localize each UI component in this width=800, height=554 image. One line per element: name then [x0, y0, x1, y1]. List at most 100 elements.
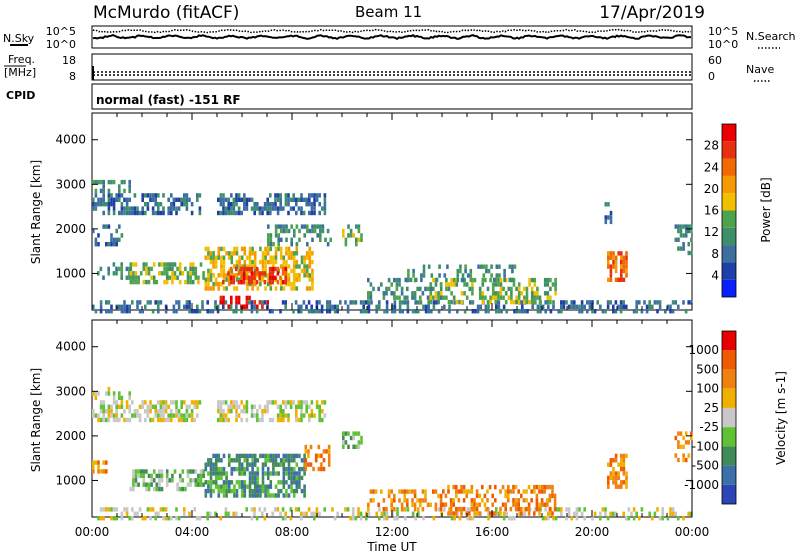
- data-cell: [604, 309, 607, 314]
- data-cell: [541, 516, 545, 521]
- data-cell: [198, 516, 202, 521]
- data-cell: [489, 295, 492, 300]
- data-cell: [523, 309, 527, 314]
- data-cell: [465, 295, 469, 300]
- data-cell: [102, 460, 105, 465]
- data-cell: [292, 281, 296, 287]
- data-cell: [212, 286, 215, 291]
- colorbar-tick-label: 500: [696, 362, 719, 376]
- data-cell: [246, 286, 249, 291]
- data-cell: [158, 262, 161, 267]
- data-cell: [253, 458, 257, 463]
- data-cell: [622, 458, 626, 463]
- data-cell: [232, 511, 235, 516]
- data-cell: [137, 473, 140, 479]
- data-cell: [217, 484, 221, 489]
- data-cell: [258, 300, 262, 305]
- data-cell: [162, 193, 165, 198]
- data-cell: [315, 197, 319, 202]
- data-cell: [414, 277, 418, 283]
- data-cell: [230, 251, 234, 256]
- data-cell: [292, 193, 295, 198]
- data-cell: [305, 264, 309, 269]
- data-cell: [625, 480, 628, 485]
- data-cell: [136, 511, 139, 516]
- data-cell: [222, 488, 226, 494]
- data-cell: [687, 242, 691, 247]
- data-cell: [266, 210, 269, 216]
- y-tick-label: 4000: [55, 340, 86, 354]
- data-cell: [355, 444, 358, 449]
- data-cell: [445, 277, 448, 283]
- data-cell: [525, 299, 529, 305]
- data-cell: [502, 516, 506, 521]
- data-cell: [207, 484, 210, 489]
- data-cell: [165, 279, 169, 285]
- data-cell: [246, 484, 249, 489]
- data-cell: [508, 277, 512, 283]
- data-cell: [274, 224, 278, 229]
- data-cell: [248, 246, 252, 252]
- data-cell: [612, 458, 615, 463]
- data-cell: [243, 458, 247, 463]
- data-cell: [303, 484, 306, 489]
- data-cell: [495, 309, 498, 314]
- data-cell: [128, 206, 131, 211]
- data-cell: [227, 197, 230, 202]
- data-cell: [485, 264, 488, 269]
- data-cell: [112, 206, 116, 211]
- data-cell: [190, 413, 194, 418]
- data-cell: [593, 309, 597, 314]
- data-cell: [190, 210, 194, 216]
- data-cell: [287, 281, 291, 287]
- data-cell: [272, 493, 275, 498]
- data-cell: [520, 511, 523, 516]
- data-cell: [421, 507, 425, 512]
- data-cell: [395, 286, 399, 292]
- data-cell: [439, 295, 443, 300]
- data-cell: [580, 304, 584, 309]
- data-cell: [269, 202, 272, 207]
- data-cell: [204, 255, 208, 260]
- data-cell: [284, 300, 287, 305]
- data-cell: [110, 193, 113, 198]
- data-cell: [186, 473, 190, 479]
- data-cell: [395, 295, 399, 300]
- data-cell: [269, 233, 273, 238]
- data-cell: [575, 507, 579, 512]
- data-cell: [191, 279, 195, 285]
- data-cell: [235, 202, 238, 207]
- data-cell: [277, 480, 280, 485]
- data-cell: [230, 295, 233, 301]
- data-cell: [479, 304, 482, 309]
- data-cell: [264, 268, 267, 274]
- data-cell: [112, 413, 116, 418]
- data-cell: [488, 484, 492, 490]
- data-cell: [207, 255, 210, 260]
- data-cell: [139, 473, 143, 479]
- data-cell: [661, 511, 664, 516]
- data-cell: [198, 193, 202, 198]
- data-cell: [151, 309, 155, 314]
- data-cell: [138, 309, 142, 314]
- data-cell: [439, 291, 443, 296]
- data-cell: [295, 246, 299, 252]
- data-cell: [112, 507, 116, 512]
- data-cell: [614, 458, 618, 463]
- data-cell: [614, 255, 618, 260]
- data-cell: [112, 391, 116, 396]
- data-cell: [269, 246, 273, 252]
- data-cell: [94, 242, 98, 247]
- data-cell: [406, 489, 409, 494]
- data-cell: [266, 471, 270, 476]
- data-cell: [230, 259, 234, 265]
- data-cell: [627, 507, 631, 512]
- data-cell: [105, 409, 108, 414]
- data-cell: [544, 300, 547, 305]
- data-cell: [271, 275, 274, 280]
- data-cell: [159, 409, 163, 414]
- data-cell: [214, 304, 217, 309]
- data-cell: [150, 478, 153, 483]
- data-cell: [280, 224, 283, 229]
- data-cell: [439, 493, 443, 499]
